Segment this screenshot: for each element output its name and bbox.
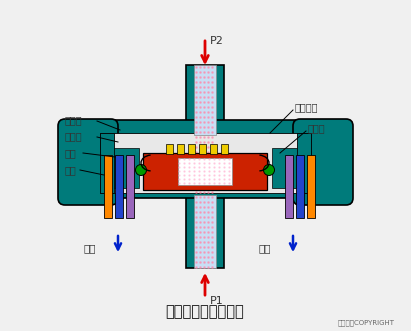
Bar bbox=[166, 144, 173, 154]
FancyBboxPatch shape bbox=[58, 119, 118, 205]
Bar bbox=[100, 133, 114, 193]
Bar bbox=[272, 148, 297, 188]
Bar bbox=[194, 65, 216, 135]
Bar bbox=[221, 144, 228, 154]
Circle shape bbox=[263, 165, 275, 175]
Bar bbox=[285, 155, 293, 218]
Bar bbox=[307, 155, 315, 218]
Bar bbox=[143, 153, 267, 190]
Bar bbox=[186, 195, 224, 268]
Text: 硅膜片: 硅膜片 bbox=[308, 123, 326, 133]
Bar bbox=[104, 155, 112, 218]
Text: 高压腔: 高压腔 bbox=[65, 131, 83, 141]
Text: 扩散硅式压力传感器: 扩散硅式压力传感器 bbox=[166, 305, 245, 319]
Bar bbox=[199, 144, 206, 154]
Text: P2: P2 bbox=[210, 36, 224, 46]
Bar bbox=[297, 133, 311, 193]
Bar bbox=[115, 155, 123, 218]
Bar bbox=[194, 195, 216, 268]
Text: 电流: 电流 bbox=[83, 243, 95, 253]
Text: 引线: 引线 bbox=[65, 165, 77, 175]
Text: 低压腔: 低压腔 bbox=[65, 115, 83, 125]
Bar bbox=[186, 65, 224, 135]
Bar bbox=[126, 155, 134, 218]
Bar bbox=[178, 158, 232, 185]
Text: 东方仿真COPYRIGHT: 东方仿真COPYRIGHT bbox=[338, 319, 395, 326]
Text: 电流: 电流 bbox=[258, 243, 270, 253]
Bar bbox=[68, 120, 343, 198]
Bar bbox=[188, 144, 195, 154]
Bar bbox=[177, 144, 184, 154]
Circle shape bbox=[136, 165, 146, 175]
Text: 硅杯: 硅杯 bbox=[65, 148, 77, 158]
Bar bbox=[210, 144, 217, 154]
Text: 扩散电阵: 扩散电阵 bbox=[295, 102, 319, 112]
Bar bbox=[296, 155, 304, 218]
FancyBboxPatch shape bbox=[293, 119, 353, 205]
Text: P1: P1 bbox=[210, 296, 224, 306]
Bar bbox=[114, 148, 139, 188]
Bar bbox=[100, 133, 311, 193]
